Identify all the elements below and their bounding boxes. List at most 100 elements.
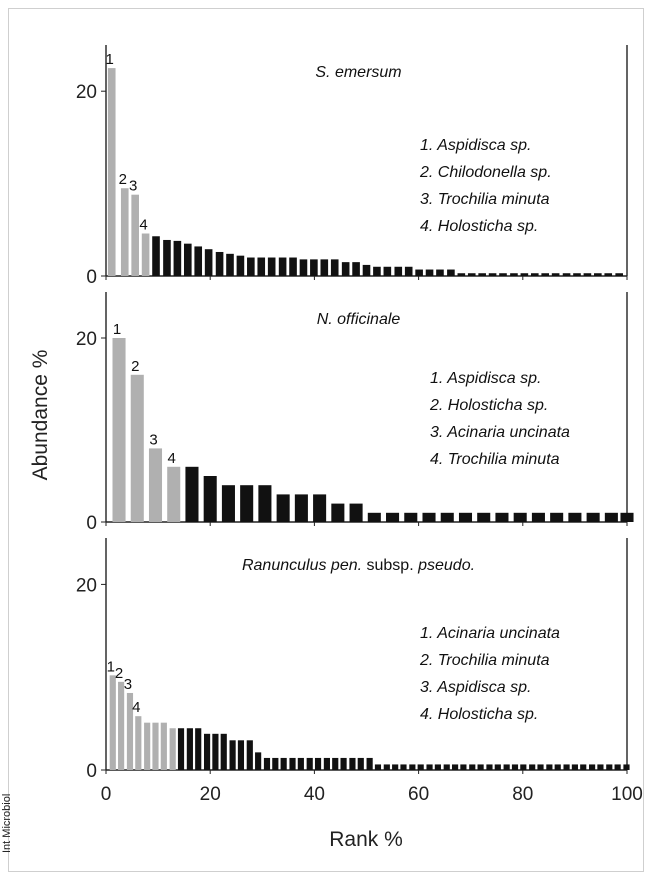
bar bbox=[236, 255, 245, 276]
bar bbox=[392, 764, 399, 770]
bar bbox=[477, 512, 491, 522]
bar bbox=[299, 259, 308, 276]
bar bbox=[604, 512, 618, 522]
bar bbox=[469, 764, 476, 770]
bar bbox=[237, 740, 245, 770]
bar bbox=[529, 764, 536, 770]
bar bbox=[141, 233, 150, 276]
bar bbox=[280, 757, 287, 770]
bar bbox=[531, 512, 545, 522]
y-tick-label: 0 bbox=[86, 267, 97, 288]
bar bbox=[488, 273, 497, 276]
panel-title: S. emersum bbox=[315, 64, 401, 81]
rank-number-label: 3 bbox=[129, 178, 137, 195]
bar bbox=[451, 764, 459, 770]
bar bbox=[130, 374, 144, 522]
bar bbox=[204, 249, 213, 276]
x-tick-label: 100 bbox=[611, 784, 643, 805]
bar bbox=[571, 764, 578, 770]
bar bbox=[457, 273, 466, 276]
bar bbox=[551, 273, 560, 276]
x-tick-label: 40 bbox=[304, 784, 325, 805]
bar bbox=[573, 273, 581, 276]
legend-entry: 4. Holosticha sp. bbox=[420, 706, 538, 723]
bar bbox=[436, 269, 444, 276]
bar bbox=[118, 681, 125, 770]
bar bbox=[177, 728, 185, 770]
rank-number-label: 1 bbox=[106, 51, 114, 68]
legend-entry: 4. Holosticha sp. bbox=[420, 218, 538, 235]
x-tick-label: 60 bbox=[408, 784, 429, 805]
bar bbox=[409, 764, 416, 770]
bar bbox=[135, 716, 142, 770]
bar bbox=[520, 764, 527, 770]
bar bbox=[586, 512, 600, 522]
bar bbox=[562, 273, 571, 276]
bar bbox=[221, 485, 235, 522]
bar bbox=[499, 273, 507, 276]
bar bbox=[332, 757, 339, 770]
bar bbox=[583, 273, 592, 276]
chart-panel-2: 0 20 1 2 34 N. officinale 1. Aspidisca sp. 2. H… bbox=[76, 292, 634, 534]
bar bbox=[530, 273, 539, 276]
bar bbox=[604, 273, 613, 276]
bar bbox=[606, 764, 613, 770]
bar bbox=[383, 764, 390, 770]
bar bbox=[520, 273, 529, 276]
bar bbox=[278, 257, 287, 276]
bar bbox=[257, 257, 266, 276]
bar bbox=[323, 757, 330, 770]
bar bbox=[537, 764, 544, 770]
panel-title-part: N. officinale bbox=[317, 311, 401, 328]
bar bbox=[357, 757, 364, 770]
bar bbox=[276, 494, 290, 522]
bar bbox=[148, 448, 163, 522]
bar bbox=[212, 733, 219, 770]
bar bbox=[131, 194, 139, 276]
bar bbox=[352, 262, 360, 276]
bar bbox=[404, 266, 413, 276]
bar bbox=[349, 503, 363, 522]
bar bbox=[478, 273, 486, 276]
y-tick-label: 20 bbox=[76, 575, 97, 596]
rank-number-label: 2 bbox=[115, 665, 123, 682]
x-tick-label: 0 bbox=[101, 784, 112, 805]
bar bbox=[541, 273, 550, 276]
bar bbox=[383, 266, 392, 276]
bar bbox=[614, 764, 621, 770]
bar bbox=[554, 764, 561, 770]
bar bbox=[194, 246, 203, 276]
figure-frame bbox=[8, 8, 644, 872]
bar bbox=[289, 757, 296, 770]
bar bbox=[240, 485, 254, 522]
bar bbox=[255, 752, 262, 770]
panel-title-part: subsp. bbox=[362, 557, 418, 574]
bar bbox=[313, 494, 327, 522]
bar bbox=[495, 512, 509, 522]
bar bbox=[422, 512, 436, 522]
bar bbox=[563, 764, 570, 770]
bar bbox=[306, 757, 313, 770]
bar bbox=[263, 757, 271, 770]
legend-entry: 2. Trochilia minuta bbox=[419, 652, 550, 669]
x-tick-label: 20 bbox=[200, 784, 221, 805]
bar bbox=[373, 266, 381, 276]
bar bbox=[415, 269, 423, 276]
bar bbox=[185, 466, 199, 522]
panel-title-part: S. emersum bbox=[315, 64, 401, 81]
bar bbox=[320, 259, 329, 276]
rank-number-label: 3 bbox=[149, 431, 157, 448]
bar bbox=[458, 512, 473, 522]
bar bbox=[597, 764, 604, 770]
legend-entry: 3. Aspidisca sp. bbox=[420, 679, 531, 696]
bar bbox=[247, 257, 255, 276]
x-axis-label: Rank % bbox=[329, 828, 403, 851]
bar bbox=[167, 466, 181, 522]
bar bbox=[580, 764, 587, 770]
bar bbox=[440, 512, 454, 522]
bar bbox=[366, 757, 373, 770]
panel-title-part: Ranunculus pen. bbox=[242, 557, 362, 574]
bar bbox=[289, 257, 297, 276]
legend-entry: 4. Trochilia minuta bbox=[430, 451, 560, 468]
